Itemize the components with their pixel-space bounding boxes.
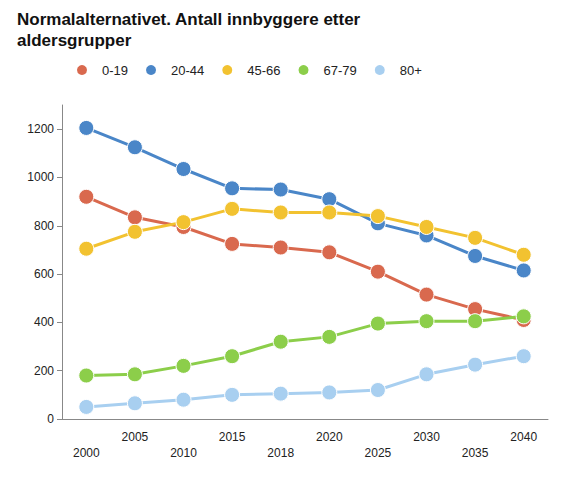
svg-text:45-66: 45-66 xyxy=(247,63,280,78)
svg-text:2030: 2030 xyxy=(413,430,440,444)
svg-text:2000: 2000 xyxy=(73,446,100,460)
svg-text:67-79: 67-79 xyxy=(324,63,357,78)
svg-text:2025: 2025 xyxy=(365,446,392,460)
svg-text:200: 200 xyxy=(34,364,54,378)
svg-text:0: 0 xyxy=(47,412,54,426)
svg-text:aldersgrupper: aldersgrupper xyxy=(17,31,132,50)
svg-text:800: 800 xyxy=(34,219,54,233)
svg-text:20-44: 20-44 xyxy=(171,63,204,78)
svg-text:2035: 2035 xyxy=(462,446,489,460)
svg-text:2010: 2010 xyxy=(170,446,197,460)
svg-text:80+: 80+ xyxy=(400,63,422,78)
svg-text:2020: 2020 xyxy=(316,430,343,444)
svg-text:600: 600 xyxy=(34,267,54,281)
svg-text:2015: 2015 xyxy=(219,430,246,444)
svg-text:1000: 1000 xyxy=(27,170,54,184)
svg-text:2018: 2018 xyxy=(267,446,294,460)
svg-text:400: 400 xyxy=(34,315,54,329)
svg-text:2040: 2040 xyxy=(510,430,537,444)
svg-text:Normalalternativet. Antall inn: Normalalternativet. Antall innbyggere et… xyxy=(17,10,361,29)
svg-text:1200: 1200 xyxy=(27,122,54,136)
svg-text:0-19: 0-19 xyxy=(102,63,128,78)
svg-text:2005: 2005 xyxy=(122,430,149,444)
